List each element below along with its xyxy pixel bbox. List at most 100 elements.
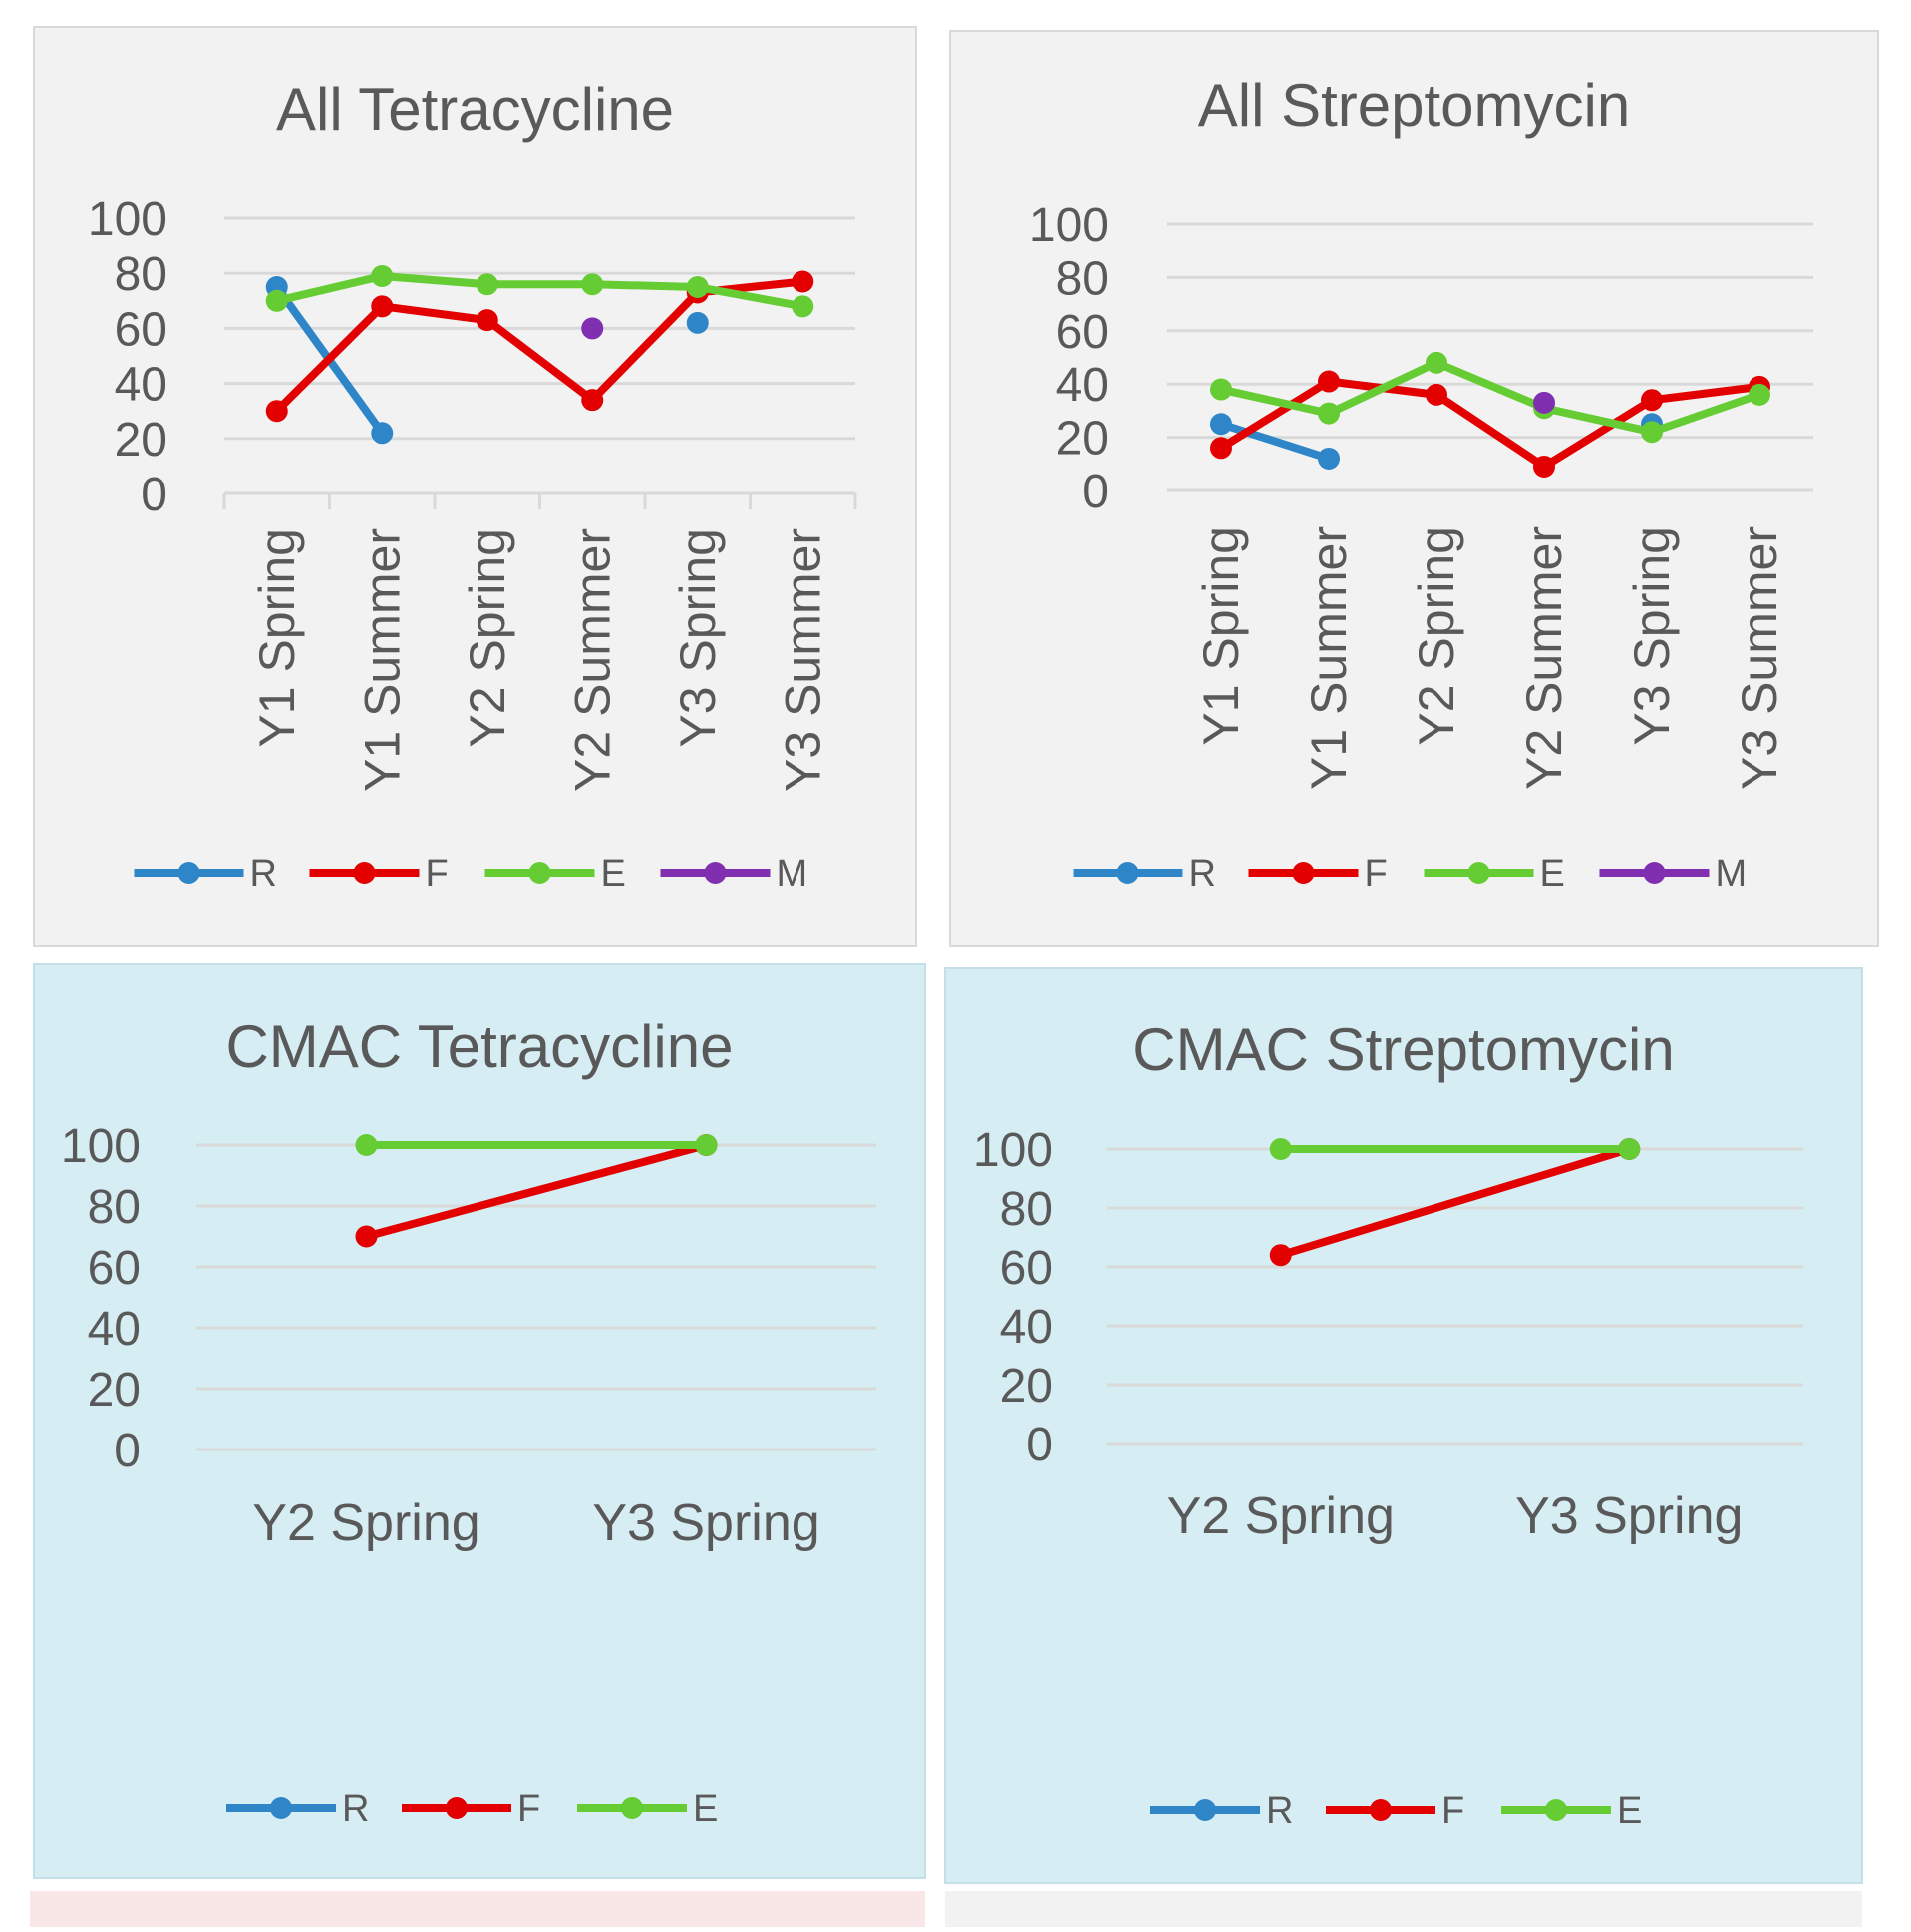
data-point-M bbox=[1533, 391, 1555, 414]
data-point-R bbox=[1210, 413, 1232, 436]
legend-label: R bbox=[1266, 1790, 1293, 1832]
y-tick-label: 80 bbox=[1056, 252, 1109, 305]
chart-title: CMAC Tetracycline bbox=[225, 1013, 733, 1080]
y-tick-label: 0 bbox=[114, 1425, 141, 1477]
y-tick-label: 40 bbox=[115, 359, 167, 412]
data-point-F bbox=[1426, 383, 1447, 406]
legend-item-F: F bbox=[1326, 1790, 1464, 1832]
chart-background bbox=[33, 963, 926, 1879]
legend-item-F: F bbox=[1248, 853, 1388, 895]
data-point-E bbox=[1269, 1138, 1292, 1160]
legend-label: R bbox=[342, 1788, 369, 1830]
series-line-F bbox=[365, 1141, 708, 1241]
legend-label: M bbox=[777, 853, 808, 895]
series-line-R bbox=[1219, 420, 1331, 463]
legend-marker-icon bbox=[177, 862, 200, 884]
x-tick-label: Y1 Summer bbox=[354, 528, 410, 792]
data-point-E bbox=[686, 276, 709, 298]
series-line-E bbox=[275, 271, 803, 311]
chart-background bbox=[33, 26, 917, 947]
next-panel-edge-left bbox=[30, 1891, 925, 1927]
x-tick-label: Y2 Summer bbox=[1516, 526, 1572, 790]
x-tick-label: Y3 Spring bbox=[670, 528, 726, 748]
legend-label: F bbox=[1441, 1790, 1464, 1832]
legend-label: E bbox=[1617, 1790, 1642, 1832]
legend-marker-icon bbox=[1467, 862, 1490, 884]
y-tick-label: 0 bbox=[1026, 1419, 1053, 1471]
legend-marker-icon bbox=[1370, 1799, 1392, 1821]
data-point-E bbox=[792, 295, 814, 318]
x-tick-label: Y2 Spring bbox=[252, 1494, 479, 1552]
data-point-E bbox=[1426, 351, 1447, 374]
data-point-F bbox=[476, 309, 498, 332]
x-tick-label: Y3 Summer bbox=[775, 528, 830, 792]
legend-item-R: R bbox=[1073, 853, 1216, 895]
y-tick-label: 80 bbox=[1000, 1183, 1053, 1236]
y-tick-label: 20 bbox=[1056, 413, 1109, 466]
data-point-F bbox=[1641, 389, 1663, 412]
next-panel-edge-right bbox=[945, 1891, 1862, 1927]
x-tick-label: Y2 Spring bbox=[1167, 1487, 1395, 1545]
legend-marker-icon bbox=[1194, 1799, 1216, 1821]
legend-item-F: F bbox=[402, 1788, 540, 1830]
data-point-R bbox=[371, 422, 394, 445]
chart-title: All Streptomycin bbox=[1198, 72, 1630, 139]
chart-title: All Tetracycline bbox=[276, 76, 674, 143]
chart-panel-4: CMAC Streptomycin 0 20 40 60 80 100 Y2 Spring Y3… bbox=[944, 967, 1863, 1884]
y-tick-label: 100 bbox=[61, 1121, 141, 1173]
legend-label: F bbox=[426, 853, 449, 895]
legend-label: M bbox=[1716, 853, 1748, 895]
data-point-F bbox=[265, 400, 288, 423]
chart-title: CMAC Streptomycin bbox=[1132, 1016, 1674, 1083]
data-point-F bbox=[581, 389, 604, 412]
series-line-F bbox=[1279, 1145, 1631, 1260]
y-tick-label: 20 bbox=[88, 1364, 141, 1417]
data-point-E bbox=[265, 289, 288, 312]
legend-item-E: E bbox=[1424, 853, 1565, 895]
y-tick-label: 80 bbox=[115, 248, 167, 301]
x-tick-label: Y2 Summer bbox=[564, 528, 620, 792]
chart-background bbox=[944, 967, 1863, 1884]
y-tick-label: 0 bbox=[1082, 466, 1109, 518]
x-tick-label: Y1 Spring bbox=[249, 528, 305, 748]
legend-item-M: M bbox=[660, 853, 808, 895]
x-tick-label: Y3 Spring bbox=[1515, 1487, 1743, 1545]
series-line-F bbox=[1218, 377, 1760, 471]
y-tick-label: 60 bbox=[1000, 1242, 1053, 1295]
y-tick-label: 0 bbox=[141, 469, 167, 521]
y-tick-label: 100 bbox=[88, 193, 167, 246]
data-point-E bbox=[355, 1134, 378, 1156]
x-tick-label: Y3 Spring bbox=[1624, 526, 1680, 746]
x-tick-label: Y3 Summer bbox=[1732, 526, 1787, 790]
x-tick-label: Y2 Spring bbox=[460, 528, 515, 748]
legend-item-M: M bbox=[1599, 853, 1748, 895]
legend-label: R bbox=[1189, 853, 1216, 895]
y-tick-label: 60 bbox=[88, 1242, 141, 1295]
legend-marker-icon bbox=[704, 862, 727, 884]
y-tick-label: 100 bbox=[1029, 199, 1109, 252]
legend-item-R: R bbox=[134, 853, 277, 895]
data-point-F bbox=[1210, 437, 1232, 460]
y-tick-label: 20 bbox=[115, 414, 167, 467]
legend-label: R bbox=[250, 853, 277, 895]
legend-item-E: E bbox=[1501, 1790, 1642, 1832]
data-point-F bbox=[1533, 455, 1555, 478]
data-point-E bbox=[695, 1134, 718, 1156]
x-tick-label: Y2 Spring bbox=[1409, 526, 1464, 746]
data-point-E bbox=[1641, 421, 1663, 444]
y-tick-label: 40 bbox=[88, 1303, 141, 1356]
data-point-E bbox=[371, 264, 394, 287]
data-point-F bbox=[792, 270, 814, 293]
y-tick-label: 40 bbox=[1056, 359, 1109, 412]
data-point-F bbox=[1318, 370, 1340, 393]
y-tick-label: 80 bbox=[88, 1181, 141, 1234]
legend-item-R: R bbox=[226, 1788, 369, 1830]
series-line-E bbox=[1220, 358, 1761, 437]
y-tick-label: 20 bbox=[1000, 1360, 1053, 1413]
chart-panel-3: CMAC Tetracycline 0 20 40 60 80 100 Y2 Spring Y3… bbox=[33, 963, 926, 1879]
data-point-R bbox=[1318, 447, 1340, 470]
y-tick-label: 60 bbox=[1056, 306, 1109, 359]
data-point-F bbox=[355, 1225, 378, 1248]
